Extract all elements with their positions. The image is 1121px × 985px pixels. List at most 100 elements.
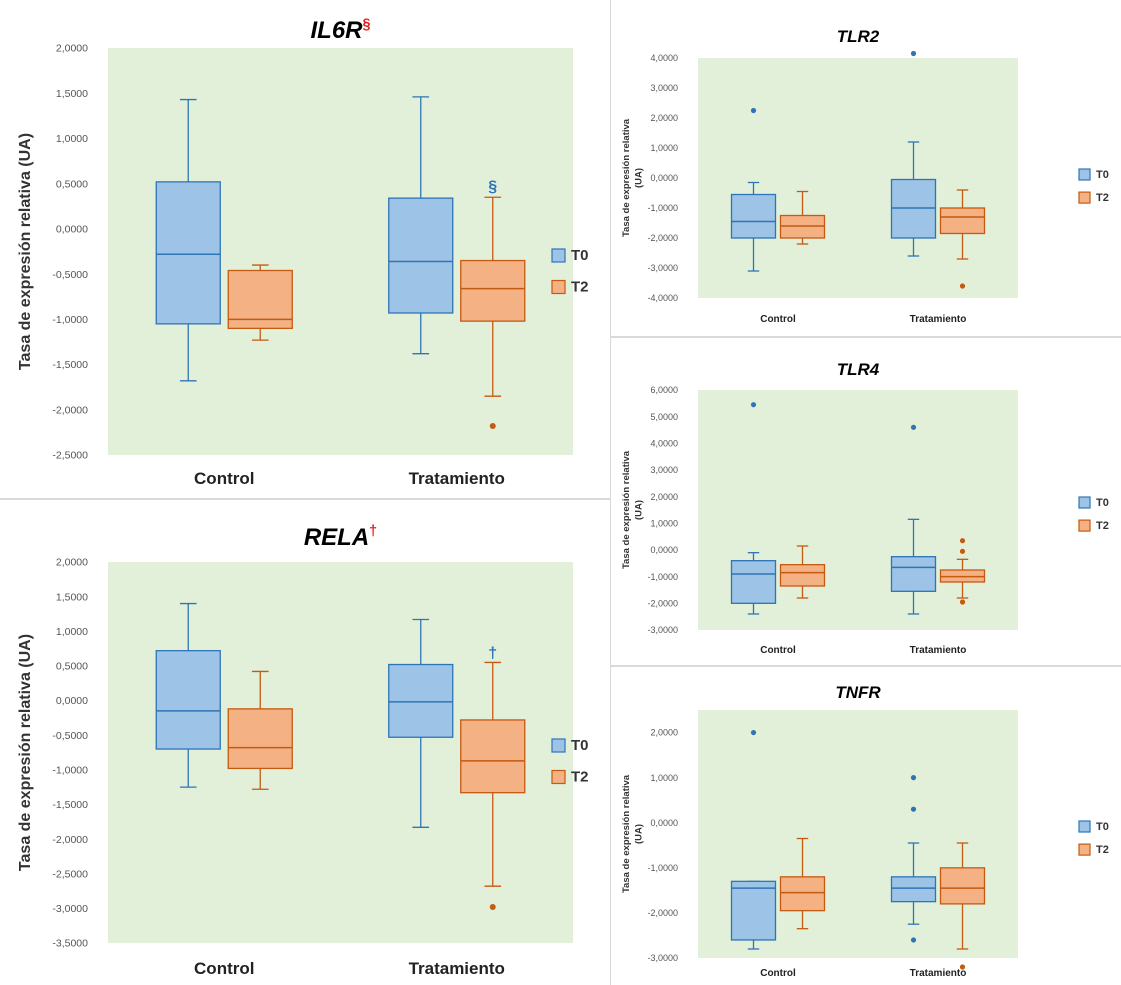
y-axis-label: Tasa de expresión relativa: [621, 450, 632, 569]
x-category-label: Control: [194, 469, 254, 488]
horizontal-divider-right-2: [611, 665, 1121, 667]
iqr-box: [388, 197, 454, 314]
outlier-point: [910, 806, 917, 812]
legend-swatch-t2: [1078, 843, 1091, 856]
x-category-label: Control: [194, 959, 254, 978]
chart-title-mark: §: [363, 16, 371, 32]
box-t2-control: [779, 837, 826, 930]
plot-area: [698, 58, 1018, 298]
y-tick-label: 0,0000: [650, 173, 678, 183]
outlier-point: [750, 107, 757, 114]
box-t2-control: [779, 190, 826, 245]
y-tick-label: -2,0000: [647, 233, 678, 243]
outlier-point: [959, 964, 966, 970]
y-tick-label: 3,0000: [650, 465, 678, 475]
legend-swatch-t0: [551, 248, 566, 263]
chart-title-text: TLR4: [837, 360, 880, 379]
y-tick-label: -2,0000: [647, 908, 678, 918]
box-t0-control: [730, 402, 777, 615]
chart-svg-tnfr: TNFR 2,0000 1,0000 0,0000 -1,0000 -2,0000 -3,0…: [621, 683, 1109, 979]
y-tick-label: 4,0000: [650, 53, 678, 63]
x-category-label: Tratamiento: [910, 645, 967, 656]
y-axis-label: (UA): [634, 824, 645, 844]
iqr-box: [779, 564, 826, 587]
y-tick-label: -3,0000: [52, 903, 88, 915]
chart-panel-il6r: IL6R§ 2,0000 1,5000 1,0000 0,5000 0,0000 -0,50…: [0, 0, 610, 500]
y-axis-label: Tasa de expresión relativa (UA): [17, 133, 34, 370]
legend-swatch-t0: [1078, 820, 1091, 833]
iqr-box: [939, 207, 986, 235]
y-tick-label: 2,0000: [650, 492, 678, 502]
legend-swatch-t2: [551, 769, 566, 785]
y-tick-label: 3,0000: [650, 83, 678, 93]
chart-panel-tnfr: TNFR 2,0000 1,0000 0,0000 -1,0000 -2,0000 -3,0…: [611, 668, 1121, 985]
y-axis-label: (UA): [634, 500, 645, 520]
outlier-point: [910, 937, 917, 943]
legend-label-t0: T0: [1096, 497, 1109, 509]
y-tick-label: 0,5000: [56, 178, 88, 190]
x-category-label: Control: [760, 645, 796, 656]
x-category-label: Tratamiento: [409, 959, 505, 978]
chart-title: TLR2: [837, 27, 880, 46]
y-tick-label: -2,5000: [52, 450, 88, 462]
y-tick-label: -1,5000: [52, 359, 88, 371]
y-tick-label: -1,0000: [52, 764, 88, 776]
y-tick-label: 1,5000: [56, 88, 88, 100]
y-tick-label: 2,0000: [56, 557, 88, 569]
legend-label-t2: T2: [571, 279, 589, 296]
y-tick-label: -3,5000: [52, 938, 88, 950]
y-tick-label: 1,0000: [56, 626, 88, 638]
iqr-box: [155, 181, 221, 325]
y-axis-label: Tasa de expresión relativa (UA): [17, 634, 34, 871]
y-tick-label: 0,0000: [56, 224, 88, 236]
box-t2-tratamiento: [460, 196, 526, 430]
legend-swatch-t2: [1078, 519, 1091, 532]
box-t0-control: [730, 729, 777, 950]
chart-svg-rela: RELA†2,00001,50001,00000,50000,0000-0,50…: [17, 523, 589, 978]
iqr-box: [227, 708, 293, 770]
vertical-divider: [610, 0, 611, 985]
y-tick-label: -0,5000: [52, 269, 88, 281]
y-tick-label: -2,5000: [52, 868, 88, 880]
chart-title-mark: †: [369, 523, 377, 539]
y-tick-label: 0,0000: [650, 545, 678, 555]
x-category-label: Tratamiento: [910, 314, 967, 325]
y-tick-label: -1,0000: [647, 863, 678, 873]
box-t2-control: [227, 670, 293, 790]
legend-label-t0: T0: [1096, 169, 1109, 181]
y-tick-label: -3,0000: [647, 625, 678, 635]
y-tick-label: 1,0000: [56, 133, 88, 145]
box-t0-tratamiento: [890, 424, 937, 615]
outlier-point: [959, 538, 966, 544]
y-axis-label: (UA): [634, 168, 645, 188]
y-tick-label: 0,5000: [56, 661, 88, 673]
box-t2-control: [227, 264, 293, 341]
significance-mark: †: [488, 645, 497, 662]
chart-panel-tlr2: TLR2 4,0000 3,0000 2,0000 1,0000 0,0000 -1,000…: [611, 0, 1121, 335]
chart-svg-tlr4: TLR4 6,0000 5,0000 4,0000 3,0000 2,0000 1,0000…: [621, 360, 1109, 656]
x-category-label: Control: [760, 968, 796, 979]
y-tick-label: -1,0000: [647, 203, 678, 213]
iqr-box: [155, 650, 221, 750]
y-axis-label: Tasa de expresión relativa: [621, 774, 632, 893]
y-tick-label: 0,0000: [56, 695, 88, 707]
y-tick-label: 2,0000: [650, 113, 678, 123]
chart-title-text: TLR2: [837, 27, 880, 46]
y-tick-label: 4,0000: [650, 438, 678, 448]
iqr-box: [779, 876, 826, 912]
legend-label-t0: T0: [571, 737, 589, 754]
iqr-box: [388, 663, 454, 738]
chart-svg-il6r: IL6R§ 2,0000 1,5000 1,0000 0,5000 0,0000 -0,50…: [17, 16, 589, 488]
box-t0-tratamiento: [890, 50, 937, 257]
y-tick-label: 2,0000: [56, 43, 88, 55]
legend-label-t2: T2: [1096, 520, 1109, 532]
box-t0-control: [155, 98, 221, 382]
box-t2-control: [779, 545, 826, 599]
iqr-box: [890, 876, 937, 903]
y-tick-label: -1,5000: [52, 799, 88, 811]
y-tick-label: 6,0000: [650, 385, 678, 395]
chart-title: IL6R§: [310, 16, 370, 44]
iqr-box: [890, 556, 937, 592]
outlier-point: [750, 402, 757, 408]
box-t0-tratamiento: [388, 96, 454, 355]
